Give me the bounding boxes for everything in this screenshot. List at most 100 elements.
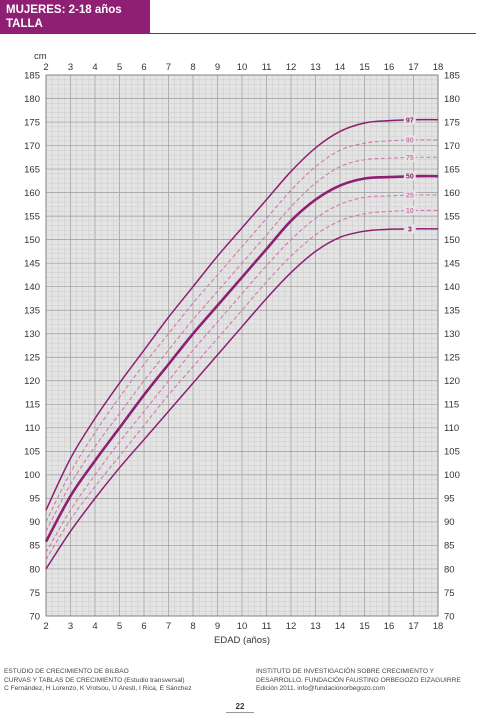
y-tick-label-left: 80: [29, 564, 40, 575]
y-tick-label-right: 125: [444, 353, 460, 364]
y-tick-label-left: 150: [24, 235, 40, 246]
page-number-rule: [226, 712, 254, 713]
x-tick-label-top: 12: [286, 62, 297, 73]
footer-right-line: INSTITUTO DE INVESTIGACIÓN SOBRE CRECIMI…: [256, 668, 435, 675]
y-tick-label-left: 155: [24, 211, 40, 222]
y-tick-label-right: 80: [444, 564, 455, 575]
x-tick-label-top: 11: [262, 62, 272, 73]
percentile-label-bg: [403, 171, 416, 181]
x-tick-label-bottom: 7: [166, 621, 171, 632]
y-tick-label-right: 145: [444, 258, 460, 269]
percentile-line-25: [45, 194, 439, 553]
x-axis-label: EDAD (años): [214, 635, 270, 646]
header-rule: [150, 33, 476, 34]
percentile-label-75: 75: [406, 155, 414, 162]
y-tick-label-right: 75: [444, 588, 455, 599]
y-tick-label-right: 115: [444, 400, 459, 411]
y-tick-label-left: 170: [24, 141, 40, 152]
percentile-label-10: 10: [406, 208, 414, 215]
x-tick-label-top: 18: [433, 62, 444, 73]
percentile-line-75: [45, 156, 439, 532]
percentile-line-50: [44, 174, 439, 543]
footer-left-line: C Fernández, H Lorenzo, K Vrotsou, U Are…: [4, 685, 192, 693]
x-tick-label-bottom: 6: [141, 621, 146, 632]
percentile-label-97: 97: [406, 117, 414, 124]
footer-right-line: Edición 2011. info@fundacionorbegozo.com: [256, 685, 386, 693]
y-tick-label-left: 70: [29, 611, 40, 622]
y-tick-label-right: 90: [444, 517, 455, 528]
y-tick-label-left: 125: [24, 353, 40, 364]
percentile-line-90: [45, 139, 439, 523]
x-tick-label-bottom: 18: [433, 621, 444, 632]
y-tick-label-left: 115: [25, 400, 40, 411]
x-tick-label-bottom: 2: [43, 621, 48, 632]
x-tick-label-top: 6: [141, 62, 146, 73]
x-tick-label-bottom: 5: [117, 621, 122, 632]
x-tick-label-bottom: 11: [262, 621, 272, 632]
x-tick-label-top: 14: [335, 62, 346, 73]
y-tick-label-right: 150: [444, 235, 460, 246]
x-tick-label-bottom: 15: [359, 621, 370, 632]
y-tick-label-left: 175: [24, 117, 40, 128]
y-tick-label-left: 180: [24, 94, 40, 105]
x-tick-label-bottom: 10: [237, 621, 248, 632]
y-tick-label-right: 130: [444, 329, 460, 340]
y-tick-label-right: 160: [444, 188, 460, 199]
x-tick-label-top: 17: [408, 62, 419, 73]
x-tick-label-bottom: 3: [68, 621, 73, 632]
y-tick-label-left: 110: [25, 423, 40, 434]
percentile-label-bg: [403, 135, 416, 145]
y-tick-label-right: 100: [444, 470, 460, 481]
footer-left-line: CURVAS Y TABLAS DE CRECIMIENTO (Estudio …: [4, 676, 185, 684]
x-tick-label-top: 16: [384, 62, 395, 73]
y-tick-label-left: 160: [24, 188, 40, 199]
x-tick-label-bottom: 14: [335, 621, 346, 632]
x-tick-label-top: 10: [237, 62, 248, 73]
y-tick-label-right: 155: [444, 211, 460, 222]
percentile-label-bg: [403, 190, 416, 200]
y-tick-label-right: 140: [444, 282, 460, 293]
x-tick-label-bottom: 9: [215, 621, 220, 632]
x-tick-label-bottom: 17: [408, 621, 419, 632]
x-tick-label-top: 9: [215, 62, 220, 73]
y-axis-label: cm: [34, 51, 47, 62]
y-tick-label-right: 120: [444, 376, 460, 387]
percentile-label-bg: [403, 224, 416, 234]
x-tick-label-bottom: 16: [384, 621, 395, 632]
percentile-label-bg: [403, 152, 416, 162]
x-tick-label-top: 3: [68, 62, 73, 73]
y-tick-label-left: 100: [24, 470, 40, 481]
y-tick-label-right: 185: [444, 70, 460, 81]
y-tick-label-right: 95: [444, 494, 455, 505]
y-tick-label-right: 180: [444, 94, 460, 105]
x-tick-label-top: 15: [359, 62, 370, 73]
y-tick-label-right: 110: [444, 423, 459, 434]
percentile-label-bg: [403, 205, 416, 215]
footer-left-line: ESTUDIO DE CRECIMIENTO DE BILBAO: [4, 668, 129, 675]
y-tick-label-right: 175: [444, 117, 460, 128]
percentile-line-97: [45, 118, 439, 511]
percentile-label-3: 3: [408, 226, 412, 233]
plot-frame: [45, 74, 439, 617]
page-number: 22: [235, 702, 245, 711]
percentile-label-50: 50: [406, 174, 414, 181]
y-tick-label-left: 120: [24, 376, 40, 387]
y-tick-label-left: 165: [24, 164, 40, 175]
x-tick-label-top: 8: [190, 62, 195, 73]
x-tick-label-top: 7: [166, 62, 171, 73]
x-tick-label-bottom: 12: [286, 621, 297, 632]
x-tick-label-top: 13: [310, 62, 321, 73]
y-tick-label-right: 70: [444, 611, 455, 622]
y-tick-label-right: 170: [444, 141, 460, 152]
y-tick-label-right: 85: [444, 541, 455, 552]
x-tick-label-top: 2: [43, 62, 48, 73]
y-tick-label-left: 130: [24, 329, 40, 340]
y-tick-label-left: 140: [24, 282, 40, 293]
y-tick-label-left: 105: [24, 447, 40, 458]
header-banner: MUJERES: 2-18 años TALLA: [0, 0, 150, 34]
percentile-line-3: [45, 228, 439, 570]
y-tick-label-left: 145: [24, 258, 40, 269]
x-tick-label-bottom: 4: [92, 621, 97, 632]
y-tick-label-left: 135: [24, 306, 40, 317]
page-title: MUJERES: 2-18 años: [6, 4, 122, 16]
